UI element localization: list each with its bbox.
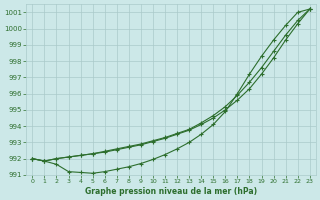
X-axis label: Graphe pression niveau de la mer (hPa): Graphe pression niveau de la mer (hPa) [85, 187, 257, 196]
